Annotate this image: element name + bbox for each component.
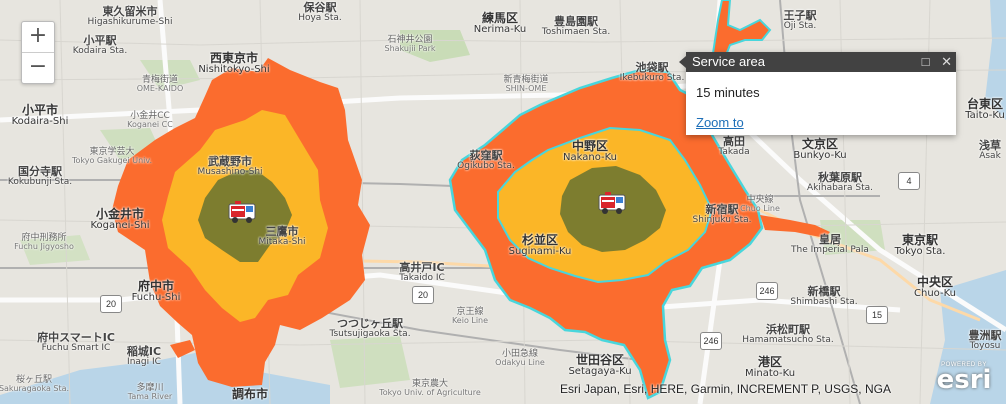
place-label: 中野区 Nakano-Ku	[563, 139, 617, 163]
place-label: 東京駅 Tokyo Sta.	[894, 233, 946, 257]
place-label: 府中市 Fuchu-Shi	[131, 279, 181, 303]
place-label: 国分寺駅 Kokubunji Sta.	[7, 165, 73, 187]
place-label: 皇居 The Imperial Pala	[791, 233, 869, 255]
route-shield: 20	[412, 286, 434, 304]
place-label: 府中スマートIC Fuchu Smart IC	[37, 331, 115, 353]
place-label: 新橋駅 Shimbashi Sta.	[790, 285, 858, 307]
place-label: 小金井市 Koganei-Shi	[90, 207, 150, 231]
esri-logo[interactable]: POWERED BY esri	[932, 362, 996, 393]
road-label: 新青梅街道 SHIN-OME	[503, 75, 549, 94]
map-attribution: Esri Japan, Esri, HERE, Garmin, INCREMEN…	[560, 382, 891, 396]
info-popup: Service area □ ✕ 15 minutes Zoom to	[679, 52, 956, 135]
rail-label: 小田急線 Odakyu Line	[495, 349, 545, 368]
popup-content: 15 minutes	[696, 85, 760, 100]
close-icon[interactable]: ✕	[941, 54, 952, 69]
place-label: 台東区 Taito-Ku	[965, 97, 1005, 121]
fire-truck-icon[interactable]	[598, 191, 626, 215]
zoom-control: + −	[21, 21, 55, 84]
place-label: 練馬区 Nerima-Ku	[473, 11, 527, 35]
poi-label: 小金井CC Koganei CC	[127, 111, 173, 130]
place-label: 荻窪駅 Ogikubo Sta.	[457, 149, 515, 171]
route-shield: 4	[898, 172, 920, 190]
place-label: 高井戸IC Takaido IC	[399, 261, 445, 283]
service-area-east-tail-west	[170, 340, 195, 358]
route-shield: 15	[866, 306, 888, 324]
place-label: 秋葉原駅 Akihabara Sta.	[806, 171, 874, 193]
place-label: 小平駅 Kodaira Sta.	[72, 34, 128, 56]
place-label: 池袋駅 Ikebukuro Sta.	[619, 61, 685, 83]
place-label: 武蔵野市 Musashino-Shi	[197, 155, 263, 177]
esri-wordmark: esri	[936, 365, 992, 395]
place-label: つつじヶ丘駅 Tsutsujigaoka Sta.	[329, 317, 411, 339]
poi-label: 東京農大 Tokyo Univ. of Agriculture	[379, 379, 481, 398]
place-label: 豊島園駅 Toshimaen Sta.	[541, 15, 611, 37]
river-label: 多摩川 Tama River	[127, 383, 173, 402]
zoom-out-button[interactable]: −	[22, 52, 54, 83]
rail-label: 中央線 Chuo Line	[740, 195, 780, 214]
popup-header: Service area □ ✕	[686, 52, 956, 72]
place-label: 文京区 Bunkyo-Ku	[793, 137, 847, 161]
poi-label: 東京学芸大 Tokyo Gakugei Univ.	[71, 147, 153, 166]
place-label: 調布市	[231, 387, 269, 401]
zoom-to-link[interactable]: Zoom to	[696, 115, 744, 130]
popup-pointer	[679, 56, 686, 68]
route-shield: 20	[100, 295, 122, 313]
place-label: 稲城IC Inagi IC	[126, 345, 162, 367]
place-label: 高田 Takada	[718, 135, 750, 157]
place-label: 港区 Minato-Ku	[744, 355, 796, 379]
maximize-icon[interactable]: □	[921, 54, 930, 69]
place-label: 世田谷区 Setagaya-Ku	[568, 353, 632, 377]
popup-title: Service area	[692, 54, 765, 69]
place-label: 東久留米市 Higashikurume-Shi	[87, 5, 173, 27]
place-label: 豊洲駅 Toyosu	[968, 329, 1002, 351]
place-label: 三鷹市 Mitaka-Shi	[258, 225, 306, 247]
route-shield: 246	[756, 282, 778, 300]
route-shield: 246	[700, 332, 722, 350]
powered-by-label: POWERED BY	[941, 362, 987, 368]
service-area-east-tail-east	[760, 215, 830, 238]
place-label: 新宿駅 Shinjuku Sta.	[692, 203, 752, 225]
fire-truck-icon[interactable]	[228, 200, 256, 224]
place-label: 西東京市 Nishitokyo-Shi	[198, 51, 270, 75]
place-label: 保谷駅 Hoya Sta.	[298, 1, 342, 23]
zoom-in-button[interactable]: +	[28, 23, 48, 48]
place-label: 王子駅 Oji Sta.	[783, 9, 817, 31]
place-label: 浅草 Asak	[979, 139, 1001, 161]
popup-body: 15 minutes Zoom to	[686, 72, 956, 130]
place-label: 桜ヶ丘駅 Sakuragaoka Sta.	[0, 375, 70, 394]
park-label: 石神井公園 Shakujii Park	[384, 35, 436, 54]
place-label: 小平市 Kodaira-Shi	[11, 103, 69, 127]
poi-label: 府中刑務所 Fuchu Jigyosho	[14, 233, 74, 252]
road-label: 青梅街道 OME-KAIDO	[136, 75, 184, 94]
service-area-west	[112, 58, 370, 387]
rail-label: 京王線 Keio Line	[451, 307, 489, 326]
place-label: 杉並区 Suginami-Ku	[508, 233, 572, 257]
place-label: 中央区 Chuo-Ku	[914, 275, 956, 299]
place-label: 浜松町駅 Hamamatsucho Sta.	[742, 323, 834, 345]
